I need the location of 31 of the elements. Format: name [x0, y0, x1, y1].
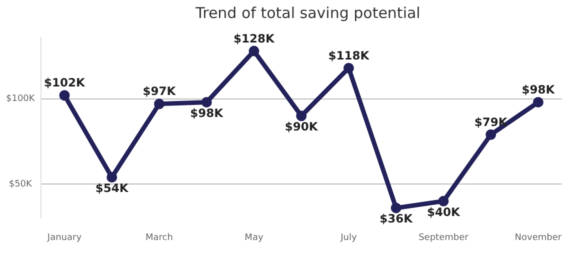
point	[106, 172, 118, 183]
point	[248, 46, 260, 56]
point	[486, 129, 496, 140]
x-tick-label: May	[244, 232, 264, 243]
x-tick-label: September	[418, 232, 469, 243]
point	[201, 96, 212, 108]
point	[438, 196, 449, 206]
data-label: $118K	[328, 48, 370, 62]
point	[532, 96, 544, 108]
point	[154, 98, 164, 110]
x-tick-label: November	[514, 232, 562, 243]
x-tick-label: January	[46, 232, 82, 243]
data-label: $90K	[284, 120, 319, 134]
data-label: $128K	[234, 31, 276, 46]
point	[390, 202, 402, 214]
x-tick-label: March	[146, 232, 173, 243]
point	[296, 110, 307, 122]
data-label: $97K	[142, 84, 177, 98]
y-tick-label: $50K	[8, 179, 34, 190]
data-label: $36K	[380, 212, 414, 226]
chart-title: Trend of total saving potential	[194, 3, 422, 24]
data-label: $54K	[95, 181, 130, 195]
data-label: $79K	[474, 114, 508, 129]
point	[59, 90, 70, 101]
y-tick-label: $100K	[6, 94, 36, 104]
x-tick-label: July	[340, 232, 358, 243]
data-label: $98K	[190, 106, 224, 120]
data-label: $102K	[44, 76, 86, 90]
data-label: $98K	[522, 82, 556, 96]
data-label: $40K	[427, 204, 462, 219]
point	[343, 62, 354, 74]
